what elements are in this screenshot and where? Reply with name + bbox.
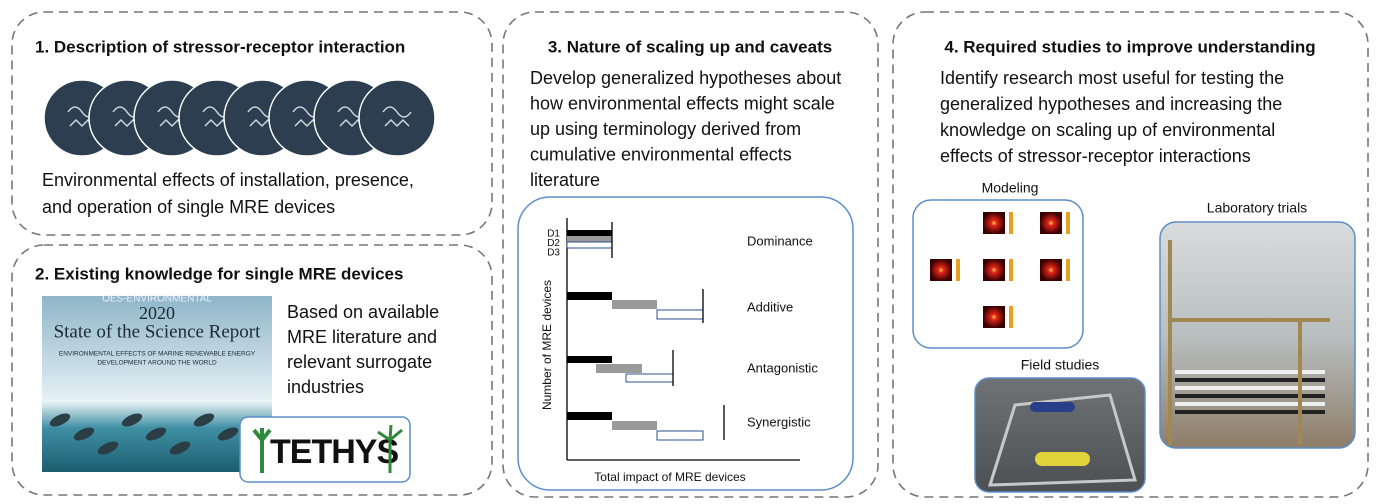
heatmap	[983, 306, 1005, 328]
icon-circle	[359, 80, 435, 156]
panel-title: 4. Required studies to improve understan…	[944, 37, 1315, 56]
report-subtitle: ENVIRONMENTAL EFFECTS OF MARINE RENEWABL…	[59, 351, 256, 358]
schematic-bar	[567, 356, 612, 363]
schematic-bar	[612, 300, 657, 309]
lab-stripe	[1175, 378, 1325, 382]
panel-title: 1. Description of stressor-receptor inte…	[35, 37, 405, 56]
colorbar	[956, 259, 960, 281]
report-subtitle: DEVELOPMENT AROUND THE WORLD	[97, 360, 217, 367]
panel-text: effects of stressor-receptor interaction…	[940, 146, 1251, 166]
panel-text: up using terminology derived from	[530, 119, 801, 139]
colorbar	[1066, 259, 1070, 281]
report-year: 2020	[139, 303, 175, 323]
heatmap	[983, 259, 1005, 281]
panel-text: MRE literature and	[287, 327, 437, 347]
scenario-label: Dominance	[747, 233, 813, 248]
y-axis-label: Number of MRE devices	[540, 280, 554, 410]
heatmap	[930, 259, 952, 281]
schematic-bar	[567, 230, 612, 236]
device-label: D3	[547, 248, 560, 259]
diagram: 1. Description of stressor-receptor inte…	[0, 0, 1378, 504]
panel-text: Based on available	[287, 302, 439, 322]
schematic-bar	[626, 374, 673, 382]
lab-stripe	[1175, 386, 1325, 390]
panel-title: 3. Nature of scaling up and caveats	[548, 37, 832, 56]
panel-text: knowledge on scaling up of environmental	[940, 120, 1275, 140]
panel-text: literature	[530, 170, 600, 190]
colorbar	[1009, 306, 1013, 328]
schematic-bar	[596, 364, 642, 373]
lab-stripe	[1175, 370, 1325, 374]
schematic-bar	[657, 431, 703, 440]
heatmap	[1040, 259, 1062, 281]
scenario-label: Synergistic	[747, 414, 811, 429]
page: {"panels": [ {"title": "1. Description o…	[0, 0, 1378, 504]
colorbar	[1009, 259, 1013, 281]
panel-text: Environmental effects of installation, p…	[42, 170, 414, 190]
field-float	[1035, 452, 1090, 466]
panel-text: generalized hypotheses and increasing th…	[940, 94, 1282, 114]
panel-text: Develop generalized hypotheses about	[530, 68, 841, 88]
logo-text: TETHYS	[270, 433, 398, 471]
scenario-label: Antagonistic	[747, 360, 818, 375]
lab-stripe	[1175, 394, 1325, 398]
panel-text: industries	[287, 377, 364, 397]
lab-photo	[1160, 222, 1355, 448]
lab-stripe	[1175, 402, 1325, 406]
schematic-bar	[567, 292, 612, 300]
panel-text: Identify research most useful for testin…	[940, 68, 1284, 88]
heatmap	[1040, 212, 1062, 234]
panel-text: how environmental effects might scale	[530, 93, 835, 113]
schematic-bar	[567, 412, 612, 420]
panel-text: and operation of single MRE devices	[42, 197, 335, 217]
heatmap	[983, 212, 1005, 234]
schematic-bar	[657, 310, 703, 319]
schematic-bar	[567, 242, 612, 248]
panel-text: relevant surrogate	[287, 352, 432, 372]
schematic-bar	[567, 236, 612, 242]
scenario-label: Additive	[747, 299, 793, 314]
image-label: Laboratory trials	[1207, 200, 1307, 216]
panel-text: cumulative environmental effects	[530, 144, 792, 164]
field-instrument	[1030, 402, 1075, 412]
image-label: Field studies	[1021, 357, 1100, 373]
schematic-bar	[612, 421, 657, 430]
colorbar	[1009, 212, 1013, 234]
image-label: Modeling	[982, 180, 1039, 196]
x-axis-label: Total impact of MRE devices	[594, 470, 745, 484]
report-title: State of the Science Report	[54, 321, 262, 342]
field-photo	[975, 378, 1145, 492]
lab-stripe	[1175, 410, 1325, 414]
panel-title: 2. Existing knowledge for single MRE dev…	[35, 264, 403, 283]
colorbar	[1066, 212, 1070, 234]
